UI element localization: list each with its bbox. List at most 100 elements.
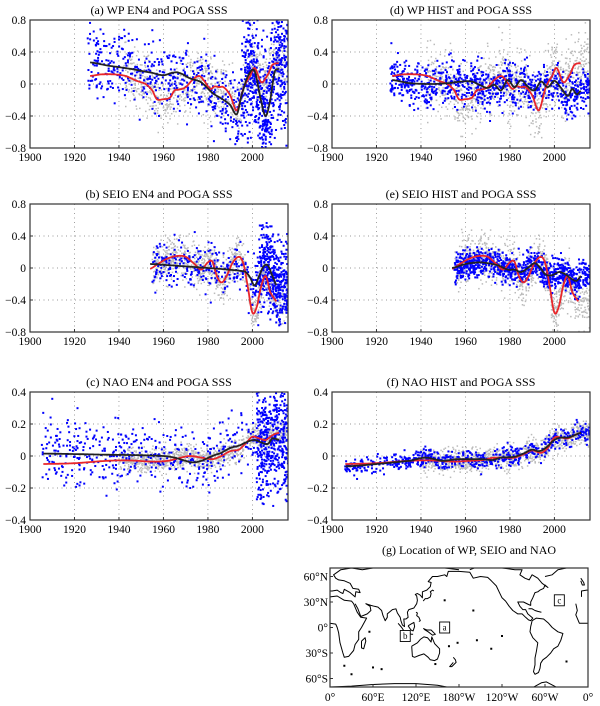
scatter-point bbox=[122, 78, 125, 81]
scatter-point bbox=[206, 462, 208, 464]
scatter-point bbox=[175, 453, 178, 456]
scatter-point bbox=[175, 82, 177, 84]
scatter-point bbox=[199, 452, 201, 454]
scatter-point bbox=[179, 82, 182, 85]
scatter-point bbox=[273, 43, 275, 46]
scatter-point bbox=[265, 73, 268, 76]
scatter-point bbox=[160, 271, 162, 273]
scatter-point bbox=[227, 277, 230, 280]
scatter-point bbox=[144, 458, 146, 461]
scatter-point bbox=[210, 270, 213, 273]
scatter-point bbox=[164, 250, 166, 252]
scatter-point bbox=[229, 277, 232, 280]
scatter-point bbox=[266, 249, 269, 252]
scatter-point bbox=[286, 306, 288, 308]
scatter-point bbox=[202, 70, 204, 73]
scatter-point bbox=[224, 274, 227, 277]
scatter-point bbox=[176, 238, 178, 240]
scatter-point bbox=[198, 244, 200, 247]
scatter-point bbox=[193, 472, 196, 475]
scatter-point bbox=[213, 107, 216, 110]
scatter-point bbox=[163, 94, 165, 96]
scatter-point bbox=[127, 52, 130, 55]
scatter-point bbox=[241, 49, 244, 52]
scatter-point bbox=[215, 253, 218, 256]
scatter-point bbox=[243, 441, 245, 443]
scatter-point bbox=[168, 238, 170, 241]
scatter-point bbox=[275, 57, 277, 59]
scatter-point bbox=[226, 122, 229, 125]
y-tick-label: 0.8 bbox=[12, 199, 27, 211]
scatter-point bbox=[267, 441, 269, 443]
scatter-point bbox=[233, 248, 235, 251]
scatter-point bbox=[244, 108, 247, 111]
scatter-point bbox=[103, 44, 106, 47]
scatter-point bbox=[231, 71, 234, 74]
scatter-point bbox=[284, 293, 287, 296]
scatter-point bbox=[131, 463, 134, 466]
scatter-point bbox=[139, 107, 141, 110]
scatter-point bbox=[149, 451, 151, 453]
scatter-point bbox=[155, 253, 158, 256]
scatter-point bbox=[262, 120, 265, 123]
scatter-point bbox=[141, 89, 144, 92]
scatter-point bbox=[116, 67, 119, 70]
scatter-point bbox=[233, 276, 236, 279]
scatter-point bbox=[207, 462, 209, 465]
scatter-point bbox=[229, 297, 231, 300]
scatter-point bbox=[254, 301, 257, 304]
scatter-point bbox=[126, 462, 128, 464]
scatter-point bbox=[199, 271, 201, 274]
scatter-point bbox=[135, 89, 137, 92]
scatter-point bbox=[201, 88, 204, 91]
scatter-point bbox=[213, 110, 215, 112]
scatter-point bbox=[278, 294, 281, 297]
scatter-point bbox=[228, 273, 231, 276]
scatter-point bbox=[55, 438, 58, 441]
scatter-point bbox=[264, 423, 266, 426]
scatter-point bbox=[158, 87, 161, 90]
scatter-point bbox=[199, 454, 202, 456]
scatter-point bbox=[199, 69, 202, 72]
scatter-point bbox=[210, 76, 212, 78]
scatter-point bbox=[194, 452, 197, 455]
scatter-point bbox=[219, 468, 222, 471]
scatter-point bbox=[143, 456, 145, 458]
scatter-point bbox=[201, 62, 203, 64]
scatter-point bbox=[208, 266, 211, 268]
scatter-point bbox=[236, 453, 238, 455]
scatter-point bbox=[135, 74, 138, 76]
scatter-point bbox=[155, 289, 158, 292]
scatter-point bbox=[258, 301, 261, 304]
scatter-point bbox=[204, 259, 206, 262]
scatter-point bbox=[219, 297, 222, 299]
scatter-point bbox=[244, 52, 247, 55]
scatter-point bbox=[273, 48, 276, 51]
scatter-point bbox=[276, 55, 279, 58]
scatter-point bbox=[266, 127, 269, 130]
scatter-point bbox=[220, 69, 223, 71]
scatter-point bbox=[235, 100, 238, 103]
scatter-point bbox=[170, 247, 173, 249]
scatter-point bbox=[246, 95, 249, 98]
scatter-point bbox=[159, 255, 161, 258]
scatter-point bbox=[267, 77, 270, 80]
scatter-point bbox=[259, 303, 262, 306]
scatter-point bbox=[220, 92, 223, 95]
scatter-point bbox=[231, 279, 234, 282]
scatter-point bbox=[132, 457, 134, 460]
scatter-point bbox=[127, 468, 129, 471]
scatter-point bbox=[127, 470, 130, 472]
scatter-point bbox=[96, 97, 99, 100]
scatter-point bbox=[230, 445, 233, 447]
scatter-point bbox=[269, 54, 271, 56]
scatter-point bbox=[190, 61, 192, 64]
scatter-point bbox=[159, 462, 162, 465]
scatter-point bbox=[265, 225, 268, 228]
scatter-point bbox=[272, 290, 275, 293]
scatter-point bbox=[196, 270, 198, 272]
scatter-point bbox=[248, 284, 251, 286]
scatter-point bbox=[266, 274, 269, 277]
scatter-point bbox=[272, 265, 275, 268]
scatter-point bbox=[133, 94, 135, 97]
